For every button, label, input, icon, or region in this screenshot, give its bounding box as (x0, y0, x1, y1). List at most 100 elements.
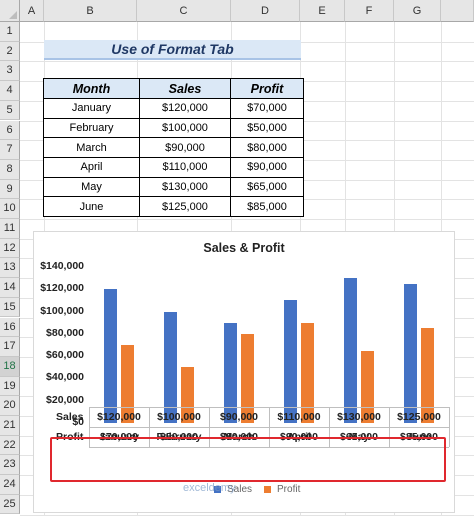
cell-profit[interactable]: $85,000 (230, 196, 304, 218)
chart-legend[interactable]: Sales Profit (214, 484, 312, 495)
plot-area[interactable]: January February March April May June (89, 267, 449, 443)
column-header-g[interactable]: G (394, 0, 441, 22)
gridline (20, 61, 474, 63)
row-header-24[interactable]: 24 (0, 475, 20, 495)
table-row: May $130,000 $65,000 (43, 176, 304, 198)
data-table-highlight-box (50, 437, 446, 482)
table-row: January $120,000 $70,000 (43, 98, 304, 119)
row-header-13[interactable]: 13 (0, 258, 20, 279)
cell-month[interactable]: June (43, 196, 140, 218)
row-header-6[interactable]: 6 (0, 120, 20, 141)
table-row: March $90,000 $80,000 (43, 137, 304, 159)
row-header-21[interactable]: 21 (0, 416, 20, 436)
row-header-20[interactable]: 20 (0, 396, 20, 416)
sheet-title-cell[interactable]: Use of Format Tab (44, 40, 301, 60)
column-header-c[interactable]: C (137, 0, 231, 22)
cell-sales[interactable]: $100,000 (139, 117, 231, 139)
data-table-cell: $130,000 (337, 411, 381, 423)
cell-sales[interactable]: $125,000 (139, 196, 231, 218)
series-name: Sales (56, 411, 84, 423)
y-axis-tick-label: $80,000 (46, 326, 84, 339)
cell-sales[interactable]: $90,000 (139, 137, 231, 159)
bar-profit-january[interactable] (121, 345, 134, 423)
bar-profit-february[interactable] (181, 367, 194, 423)
row-header-4[interactable]: 4 (0, 81, 20, 101)
legend-item-sales[interactable]: Sales (214, 484, 258, 495)
chart-title[interactable]: Sales & Profit (203, 241, 285, 255)
cell-profit[interactable]: $50,000 (230, 117, 304, 139)
bar-sales-june[interactable] (404, 283, 417, 423)
cell-month[interactable]: February (43, 117, 140, 139)
cell-sales[interactable]: $120,000 (139, 98, 231, 119)
y-axis-tick-label: $100,000 (40, 304, 84, 317)
bar-sales-february[interactable] (164, 311, 177, 423)
row-header-3[interactable]: 3 (0, 61, 20, 82)
data-table-cell: $100,000 (157, 411, 201, 423)
bar-profit-june[interactable] (421, 328, 434, 423)
cell-profit[interactable]: $90,000 (230, 157, 304, 178)
cell-month[interactable]: March (43, 137, 140, 159)
bar-profit-march[interactable] (241, 333, 254, 423)
y-axis-tick-label: $140,000 (40, 260, 84, 272)
row-header-19[interactable]: 19 (0, 376, 20, 397)
gridline (20, 219, 474, 220)
row-header-7[interactable]: 7 (0, 140, 20, 160)
select-all-corner[interactable] (0, 0, 20, 22)
row-header-12[interactable]: 12 (0, 238, 20, 259)
column-header-a[interactable]: A (20, 0, 44, 22)
row-header-15[interactable]: 15 (0, 297, 20, 318)
column-header-d[interactable]: D (231, 0, 300, 22)
cell-month[interactable]: May (43, 176, 140, 198)
legend-item-profit[interactable]: Profit (264, 484, 306, 495)
header-profit[interactable]: Profit (230, 78, 304, 99)
row-header-25[interactable]: 25 (0, 494, 20, 515)
row-header-22[interactable]: 22 (0, 435, 20, 456)
data-table-divider (89, 447, 449, 448)
column-header-e[interactable]: E (300, 0, 345, 22)
bar-profit-may[interactable] (361, 350, 374, 423)
bar-sales-march[interactable] (224, 322, 237, 423)
row-header-16[interactable]: 16 (0, 317, 20, 338)
row-header-14[interactable]: 14 (0, 278, 20, 298)
row-header-8[interactable]: 8 (0, 159, 20, 180)
legend-key (264, 485, 272, 493)
sales-profit-chart[interactable]: Sales & Profit January February March April… (33, 231, 455, 513)
cell-sales[interactable]: $110,000 (139, 157, 231, 178)
row-header-9[interactable]: 9 (0, 179, 20, 200)
bar-sales-april[interactable] (284, 300, 297, 423)
row-header-1[interactable]: 1 (0, 22, 20, 42)
row-header-18[interactable]: 18 (0, 356, 20, 377)
cell-sales[interactable]: $130,000 (139, 176, 231, 198)
y-axis-tick-label: $120,000 (40, 282, 84, 295)
row-header-23[interactable]: 23 (0, 455, 20, 476)
column-header-b[interactable]: B (44, 0, 137, 22)
cell-profit[interactable]: $80,000 (230, 137, 304, 159)
cell-profit[interactable]: $65,000 (230, 176, 304, 198)
data-table-cell: $110,000 (277, 411, 321, 423)
row-header-17[interactable]: 17 (0, 337, 20, 357)
row-header-5[interactable]: 5 (0, 100, 20, 121)
row-header-2[interactable]: 2 (0, 41, 20, 62)
row-header-10[interactable]: 10 (0, 199, 20, 219)
y-axis-tick-label: $20,000 (46, 393, 84, 406)
table-row: April $110,000 $90,000 (43, 157, 304, 178)
table-row: February $100,000 $50,000 (43, 117, 304, 139)
bar-profit-april[interactable] (301, 322, 314, 423)
header-sales[interactable]: Sales (139, 78, 231, 99)
data-table-divider (449, 407, 450, 447)
watermark-logo: exceldemy (183, 482, 236, 494)
row-header-11[interactable]: 11 (0, 219, 20, 239)
data-table-divider (89, 427, 449, 428)
y-axis-tick-label: $60,000 (46, 349, 84, 362)
bar-sales-january[interactable] (104, 289, 117, 423)
y-axis-tick-label: $40,000 (46, 371, 84, 384)
cell-month[interactable]: January (43, 98, 140, 119)
column-header-f[interactable]: F (345, 0, 394, 22)
header-month[interactable]: Month (43, 78, 140, 99)
bar-sales-may[interactable] (344, 278, 357, 423)
cell-month[interactable]: April (43, 157, 140, 178)
watermark-text: exceldemy (183, 482, 236, 494)
column-header-h[interactable] (441, 0, 474, 22)
legend-label: Sales (227, 484, 253, 495)
cell-profit[interactable]: $70,000 (230, 98, 304, 119)
